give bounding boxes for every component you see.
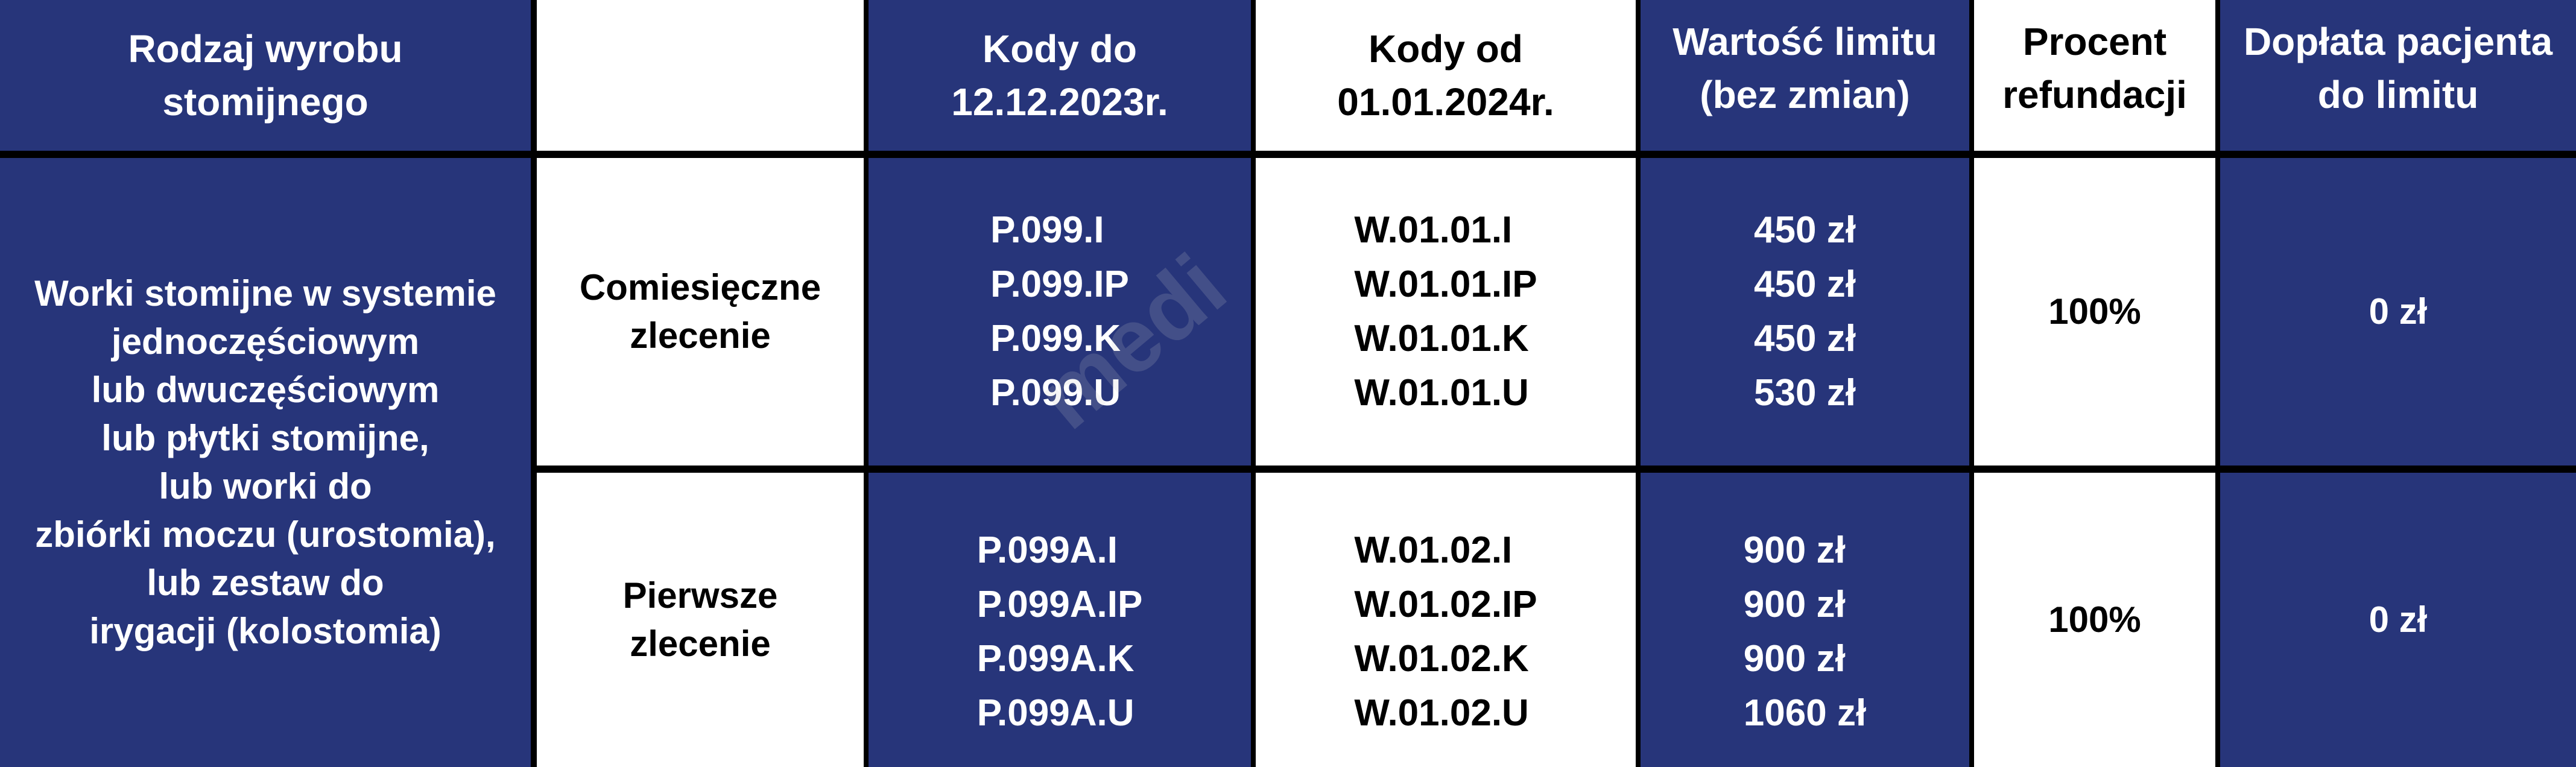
header-text: Dopłata pacjenta [2243,20,2553,63]
code: P.099A.I [976,529,1118,571]
header-new-codes: Kody od 01.01.2024r. [1256,0,1636,151]
header-copay: Dopłata pacjenta do limitu [2220,0,2576,151]
header-product-type: Rodzaj wyrobu stomijnego [0,0,531,151]
refund-value: 100% [2048,599,2141,640]
row1-new-codes: W.01.01.I W.01.01.IP W.01.01.K W.01.01.U [1256,158,1636,466]
product-line: irygacji (kolostomia) [89,611,441,651]
row1-limits: 450 zł 450 zł 450 zł 530 zł [1641,158,1969,466]
code: P.099A.K [976,638,1135,680]
row1-copay: 0 zł [2220,158,2576,466]
limit-value: 900 zł [1743,638,1846,680]
limit-value: 900 zł [1743,529,1846,571]
header-text: (bez zmian) [1700,73,1910,116]
header-empty [537,0,864,151]
code: W.01.01.U [1354,372,1529,414]
header-text: Rodzaj wyrobu [128,27,403,71]
header-text: 12.12.2023r. [951,80,1168,124]
header-limit: Wartość limitu (bez zmian) [1641,0,1969,151]
product-line: jednoczęściowym [111,321,420,362]
code-list: W.01.01.I W.01.01.IP W.01.01.K W.01.01.U [1354,203,1537,420]
header-text: stomijnego [162,80,369,124]
code: W.01.02.I [1354,529,1513,571]
header-text: Procent [2022,20,2167,63]
code: P.099A.U [976,692,1135,734]
refund-value: 100% [2048,291,2141,332]
product-line: lub płytki stomijne, [101,418,429,458]
copay-value: 0 zł [2369,599,2428,640]
code: W.01.02.K [1354,638,1529,680]
code: P.099A.IP [976,584,1143,625]
product-line: lub zestaw do [147,563,384,603]
code: W.01.01.IP [1354,264,1537,305]
row1-refund: 100% [1974,158,2215,466]
product-description: Worki stomijne w systemie jednoczęściowy… [0,158,531,767]
row2-refund: 100% [1974,473,2215,767]
header-text: Kody od [1369,27,1523,71]
header-text: Wartość limitu [1673,20,1937,63]
limit-value: 450 zł [1754,264,1856,305]
product-line: Worki stomijne w systemie [34,273,496,314]
code-list: P.099.I P.099.IP P.099.K P.099.U [990,203,1129,420]
order-text: Pierwsze [622,575,778,616]
order-text: Comiesięczne [579,267,821,308]
limit-value: 450 zł [1754,318,1856,359]
header-refund: Procent refundacji [1974,0,2215,151]
limit-value: 450 zł [1754,209,1856,251]
product-line: zbiórki moczu (urostomia), [35,514,496,555]
product-line: lub worki do [159,466,372,507]
copay-value: 0 zł [2369,291,2428,332]
product-line: lub dwuczęściowym [91,370,440,410]
row2-order-type: Pierwsze zlecenie [537,473,864,767]
limit-list: 900 zł 900 zł 900 zł 1060 zł [1744,523,1866,740]
code: P.099.K [990,318,1121,359]
header-text: Kody do [983,27,1137,71]
header-old-codes: Kody do 12.12.2023r. [869,0,1251,151]
code: W.01.02.U [1354,692,1529,734]
code-list: P.099A.I P.099A.IP P.099A.K P.099A.U [977,523,1143,740]
code: P.099.IP [990,264,1129,305]
header-text: 01.01.2024r. [1337,80,1554,124]
code: W.01.01.K [1354,318,1529,359]
limit-value: 900 zł [1743,584,1846,625]
row1-order-type: Comiesięczne zlecenie [537,158,864,466]
limit-value: 530 zł [1754,372,1856,414]
code: P.099.I [990,209,1104,251]
order-text: zlecenie [630,315,771,356]
code: P.099.U [990,372,1121,414]
limit-value: 1060 zł [1743,692,1867,734]
row2-limits: 900 zł 900 zł 900 zł 1060 zł [1641,473,1969,767]
limit-list: 450 zł 450 zł 450 zł 530 zł [1754,203,1856,420]
order-text: zlecenie [630,623,771,664]
header-text: do limitu [2317,73,2479,116]
code-list: W.01.02.I W.01.02.IP W.01.02.K W.01.02.U [1354,523,1537,740]
row2-copay: 0 zł [2220,473,2576,767]
code: W.01.01.I [1354,209,1513,251]
row2-new-codes: W.01.02.I W.01.02.IP W.01.02.K W.01.02.U [1256,473,1636,767]
code: W.01.02.IP [1354,584,1537,625]
row2-old-codes: P.099A.I P.099A.IP P.099A.K P.099A.U [869,473,1251,767]
row1-old-codes: P.099.I P.099.IP P.099.K P.099.U [869,158,1251,466]
header-text: refundacji [2002,73,2187,116]
